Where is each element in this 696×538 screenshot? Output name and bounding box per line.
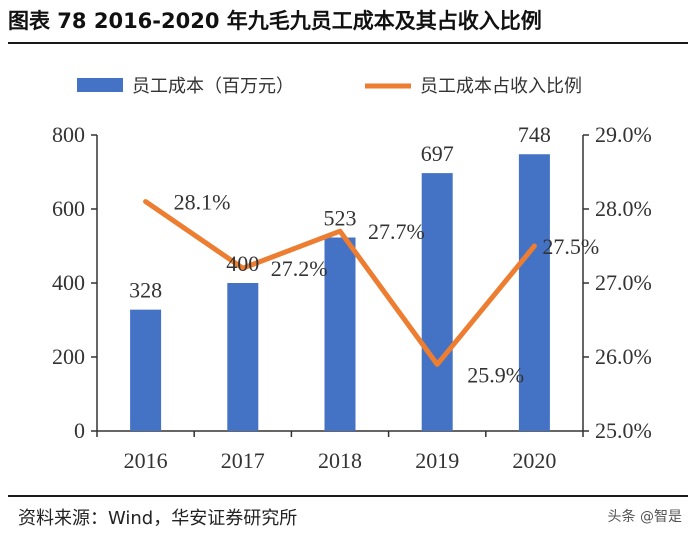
bar [421, 173, 453, 432]
line-value-label: 27.7% [368, 219, 425, 244]
line-value-label: 28.1% [174, 190, 231, 215]
x-tick-label: 2018 [318, 448, 362, 473]
source-note: 资料来源：Wind，华安证券研究所 [18, 508, 298, 529]
left-tick-label: 200 [52, 344, 85, 369]
bars [130, 154, 550, 432]
legend-bar-label: 员工成本（百万元） [132, 76, 294, 97]
left-tick-label: 0 [74, 418, 85, 443]
bar-value-label: 697 [421, 141, 454, 166]
right-tick-label: 28.0% [595, 196, 652, 221]
line-value-label: 25.9% [467, 362, 524, 387]
title-divider [8, 42, 688, 44]
legend-line-label: 员工成本占收入比例 [420, 76, 582, 97]
line-value-label: 27.5% [542, 234, 599, 259]
right-tick-label: 26.0% [595, 344, 652, 369]
chart-title: 图表 78 2016-2020 年九毛九员工成本及其占收入比例 [8, 9, 542, 33]
left-tick-label: 400 [52, 270, 85, 295]
right-tick-label: 29.0% [595, 122, 652, 147]
chart-svg: 员工成本（百万元） 员工成本占收入比例 0 200 400 600 800 25.0% 26.… [52, 76, 652, 473]
watermark: 头条 @智是 [607, 509, 682, 525]
footer-divider [8, 495, 688, 497]
x-tick-label: 2017 [221, 448, 265, 473]
bar-value-label: 523 [324, 205, 357, 230]
right-tick-label: 27.0% [595, 270, 652, 295]
bar [518, 154, 550, 432]
bar-value-label: 400 [226, 251, 259, 276]
line-value-label: 27.2% [271, 256, 328, 281]
legend-bar-swatch [77, 78, 123, 92]
line-path [143, 199, 537, 367]
x-tick-label: 2020 [512, 448, 556, 473]
legend: 员工成本（百万元） 员工成本占收入比例 [77, 76, 582, 97]
left-tick-label: 600 [52, 196, 85, 221]
data-labels: 328 400 523 697 748 28.1% 27.2% 27.7% 25.9% 27.5% [129, 122, 599, 387]
bar-value-label: 328 [129, 278, 162, 303]
axes: 0 200 400 600 800 25.0% 26.0% 27.0% 28.0% 29.0% 20… [52, 122, 652, 473]
bar [227, 283, 259, 431]
bar [130, 309, 162, 431]
x-tick-label: 2019 [415, 448, 459, 473]
bar [324, 237, 356, 431]
x-tick-label: 2016 [124, 448, 168, 473]
right-tick-label: 25.0% [595, 418, 652, 443]
bar-value-label: 748 [518, 122, 551, 147]
line-series [143, 199, 537, 367]
left-tick-label: 800 [52, 122, 85, 147]
